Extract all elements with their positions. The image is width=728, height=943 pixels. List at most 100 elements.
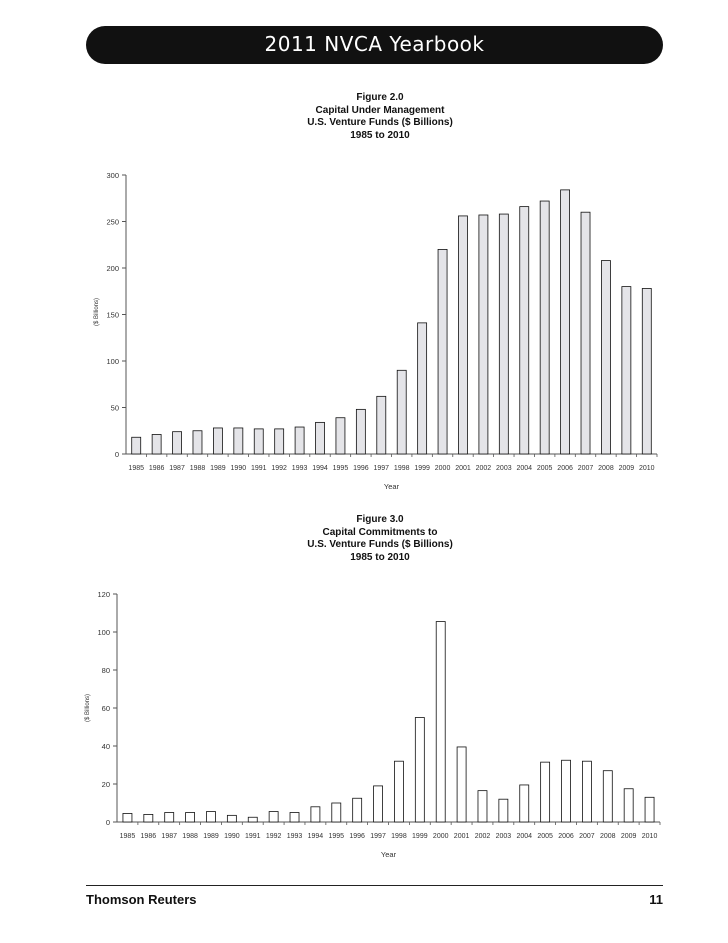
y-tick-label: 80: [102, 666, 110, 675]
bar-2004: [519, 206, 530, 455]
x-tick-label: 1992: [271, 465, 287, 472]
bar-2000: [437, 249, 448, 455]
x-tick-label: 2008: [600, 833, 616, 840]
bar-2005: [539, 200, 550, 455]
bar-1999: [417, 322, 428, 455]
footer-page-number: 11: [649, 892, 663, 907]
figure-3-caption: Figure 3.0 Capital Commitments to U.S. V…: [230, 514, 530, 564]
figure-2-subtitle: U.S. Venture Funds ($ Billions): [307, 117, 453, 128]
bar-2003: [498, 213, 509, 455]
bar-2002: [478, 214, 489, 455]
y-tick-label: 120: [97, 590, 110, 599]
x-tick-label: 2001: [454, 833, 470, 840]
bar-1996: [355, 408, 366, 455]
bar-2005: [540, 761, 551, 823]
bar-2008: [602, 770, 613, 823]
y-tick-label: 20: [102, 780, 110, 789]
x-tick-label: 2006: [558, 833, 574, 840]
x-tick-label: 2000: [433, 833, 449, 840]
y-axis-label: ($ Billions): [85, 694, 91, 722]
x-tick-label: 1996: [349, 833, 365, 840]
x-tick-label: 1993: [287, 833, 303, 840]
x-tick-label: 2010: [642, 833, 658, 840]
figure-3-date-range: 1985 to 2010: [350, 551, 410, 563]
figure-2-bar-chart: 0 50 100 150 200 250 300 ($ Billions) 1985 1986 19…: [94, 171, 658, 491]
x-tick-label: 1997: [370, 833, 386, 840]
bar-1994: [310, 806, 321, 823]
bar-1998: [394, 760, 404, 823]
x-tick-label: 1990: [224, 833, 240, 840]
x-tick-label: 1992: [266, 833, 282, 840]
header-bar: 2011 NVCA Yearbook: [86, 26, 663, 64]
x-tick-label: 2005: [537, 465, 553, 472]
bar-2001: [456, 746, 467, 823]
x-tick-label: 1996: [353, 465, 369, 472]
figure-3-bar-chart: 0 20 40 60 80 100 120 ($ Billions) 1985 1986 1987 1…: [85, 590, 661, 859]
bar-2007: [580, 211, 591, 455]
bar-2009: [623, 788, 634, 823]
x-tick-label: 1999: [414, 465, 430, 472]
bar-1992: [274, 428, 285, 455]
x-tick-label: 2002: [476, 465, 492, 472]
x-tick-label: 2001: [455, 465, 471, 472]
bar-1993: [289, 812, 300, 823]
x-axis-label: Year: [381, 850, 397, 859]
figure-2-title: Capital Under Management: [315, 104, 445, 116]
x-tick-label: 1991: [251, 465, 267, 472]
x-tick-label: 1987: [169, 465, 185, 472]
x-tick-label: 1999: [412, 833, 428, 840]
bar-1994: [315, 421, 325, 455]
bar-2002: [477, 790, 488, 823]
x-tick-label: 2009: [621, 833, 637, 840]
figure-3-label: Figure 3.0: [356, 514, 404, 525]
y-tick-label: 200: [106, 264, 119, 273]
bar-1986: [143, 813, 154, 823]
x-tick-label: 1986: [141, 833, 157, 840]
x-tick-label: 2009: [619, 465, 635, 472]
bar-1992: [268, 811, 279, 823]
bar-1991: [247, 816, 258, 823]
bar-1995: [331, 802, 342, 823]
bar-1997: [376, 395, 387, 455]
x-tick-label: 2008: [598, 465, 614, 472]
bar-1988: [192, 430, 203, 455]
bar-1987: [164, 812, 175, 823]
bar-2001: [458, 215, 468, 455]
bar-1986: [151, 434, 162, 455]
x-tick-label: 1993: [292, 465, 308, 472]
bar-2003: [498, 798, 509, 823]
y-tick-label: 60: [102, 704, 110, 713]
bar-1998: [396, 369, 407, 455]
y-tick-label: 40: [102, 742, 110, 751]
x-tick-label: 2000: [435, 465, 451, 472]
x-tick-label: 1995: [333, 465, 349, 472]
x-tick-label: 2005: [537, 833, 553, 840]
x-tick-label: 1988: [190, 465, 206, 472]
x-tick-label: 1994: [308, 833, 324, 840]
bar-1987: [172, 431, 182, 455]
x-tick-label: 1997: [373, 465, 389, 472]
y-tick-label: 0: [115, 450, 119, 459]
y-tick-label: 50: [111, 404, 119, 413]
x-tick-label: 2007: [578, 465, 594, 472]
x-tick-label: 1985: [120, 833, 136, 840]
bar-1990: [233, 427, 244, 455]
y-tick-label: 100: [97, 628, 110, 637]
figure-3-subtitle: U.S. Venture Funds ($ Billions): [307, 539, 453, 550]
x-axis-label: Year: [384, 482, 400, 491]
x-tick-label: 1998: [394, 465, 410, 472]
bar-1985: [131, 436, 142, 455]
figure-3-title: Capital Commitments to: [322, 526, 438, 538]
x-tick-label: 2004: [516, 833, 532, 840]
figure-2-caption: Figure 2.0 Capital Under Management U.S.…: [230, 92, 530, 142]
bar-1995: [335, 417, 346, 455]
bar-2010: [641, 288, 652, 455]
bar-2009: [621, 286, 632, 455]
x-tick-label: 1998: [391, 833, 407, 840]
bar-2010: [644, 796, 655, 823]
x-tick-label: 2006: [557, 465, 573, 472]
x-tick-label: 2004: [516, 465, 532, 472]
x-tick-label: 2003: [496, 833, 512, 840]
bar-1990: [226, 814, 237, 823]
x-tick-label: 1987: [161, 833, 177, 840]
